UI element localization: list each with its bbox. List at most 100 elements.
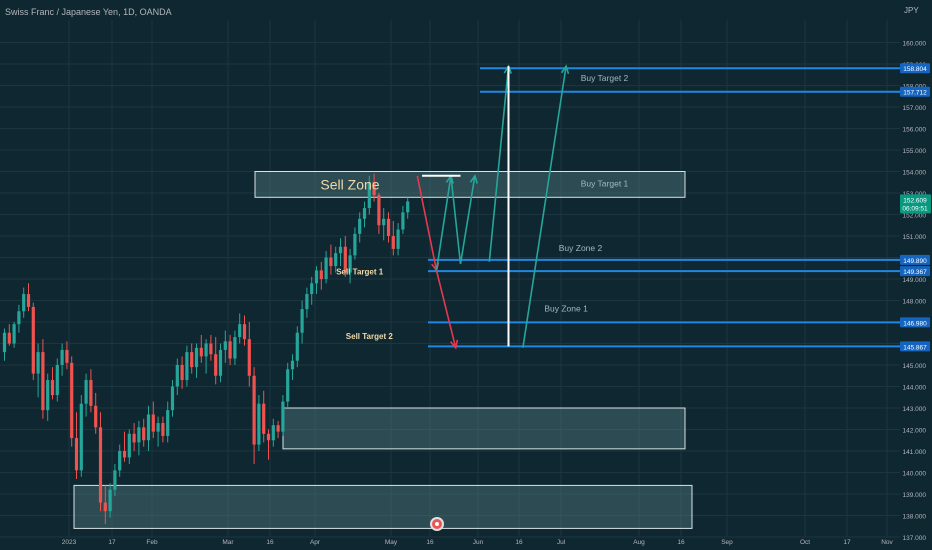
- price-level-badge: [900, 317, 930, 328]
- price-level-badge-label: 145.867: [903, 344, 927, 351]
- candle-body: [319, 270, 323, 279]
- candle-body: [271, 425, 275, 441]
- candle-body: [214, 354, 218, 376]
- candle-body: [396, 229, 400, 249]
- time-axis[interactable]: 2023 17 Feb Mar 16 Apr May 16 Jun 16 Jul Aug 16 Sep Oc…: [62, 539, 894, 546]
- candle-body: [266, 433, 271, 441]
- price-axis[interactable]: 137.000 138.000 139.000 140.000 141.000 142.0…: [900, 41, 931, 543]
- candle-body: [348, 255, 352, 273]
- candle-body: [367, 182, 371, 209]
- candle-body: [300, 309, 304, 333]
- candle-body: [151, 414, 155, 432]
- candle-body: [372, 182, 376, 196]
- time-tick-label: 17: [843, 539, 851, 546]
- price-level-lines[interactable]: [428, 67, 900, 348]
- price-level-badge: [900, 266, 930, 277]
- time-tick-label: Mar: [222, 539, 234, 546]
- time-tick-label: 2023: [62, 539, 77, 546]
- candle-body: [233, 337, 237, 359]
- buy-projection-line: [435, 175, 476, 271]
- time-tick-label: Jul: [557, 539, 566, 546]
- price-level-badge-label: 157.712: [903, 90, 927, 97]
- annotation-label: Buy Zone 2: [559, 243, 603, 253]
- candle-body: [343, 246, 347, 273]
- annotation-label: Buy Target 1: [581, 179, 629, 189]
- price-tick-label: 156.000: [903, 127, 927, 134]
- candle-body: [122, 451, 127, 458]
- candle-body: [113, 470, 117, 490]
- buy-arrowhead: [560, 64, 570, 75]
- candle-body: [204, 343, 208, 357]
- time-tick-label: Aug: [633, 539, 645, 546]
- candle-body: [247, 339, 251, 376]
- candle-body: [185, 352, 189, 381]
- chart-title: Swiss Franc / Japanese Yen, 1D, OANDA: [5, 7, 172, 17]
- candle-body: [36, 352, 40, 374]
- price-tick-label: 140.000: [903, 471, 927, 478]
- projection-arrows: [416, 64, 570, 350]
- price-tick-label: 160.000: [903, 41, 927, 48]
- candle-body: [290, 360, 295, 370]
- candle-body: [156, 423, 160, 432]
- candle-body: [218, 349, 223, 376]
- candle-body: [305, 294, 309, 310]
- candle-body: [329, 257, 333, 267]
- candle-body: [175, 365, 179, 387]
- time-tick-label: 16: [266, 539, 274, 546]
- time-tick-label: 16: [677, 539, 685, 546]
- candle-body: [401, 212, 405, 230]
- annotation-label: Sell Target 2: [346, 332, 394, 341]
- candle-body: [238, 324, 242, 338]
- price-level-badge-label: 149.367: [903, 269, 927, 276]
- candle-body: [84, 380, 88, 404]
- time-tick-label: Apr: [310, 539, 321, 546]
- candle-body: [103, 502, 107, 512]
- time-tick-label: 16: [426, 539, 434, 546]
- buy-projection-line: [522, 66, 567, 348]
- price-tick-label: 149.000: [903, 277, 927, 284]
- sell-zone-label: Sell Zone: [320, 176, 379, 192]
- candle-body: [377, 195, 381, 226]
- candle-body: [199, 347, 203, 357]
- candle-body: [242, 324, 247, 340]
- candle-body: [7, 332, 11, 344]
- annotation-label: Buy Target 2: [581, 73, 629, 83]
- candle-body: [314, 270, 319, 284]
- candle-body: [17, 311, 21, 325]
- price-tick-label: 145.000: [903, 363, 927, 370]
- buy-projection-line: [488, 66, 510, 262]
- candle-body: [46, 380, 50, 411]
- price-tick-label: 143.000: [903, 406, 927, 413]
- candle-body: [60, 349, 64, 365]
- price-tick-label: 142.000: [903, 428, 927, 435]
- candle-body: [26, 294, 31, 307]
- candle-body: [132, 433, 136, 443]
- price-level-badge: [900, 63, 930, 74]
- candle-body: [391, 236, 395, 249]
- candle-body: [166, 410, 170, 436]
- current-price-label: 152.609: [903, 197, 927, 204]
- buy-arrowhead: [469, 173, 478, 184]
- candle-body: [358, 218, 362, 234]
- candle-body: [281, 401, 285, 432]
- candle-body: [142, 427, 146, 441]
- annotation-label: Sell Target 1: [336, 268, 384, 277]
- replay-icon[interactable]: [430, 517, 444, 531]
- candle-body: [382, 218, 386, 226]
- price-level-badge-label: 146.980: [903, 320, 927, 327]
- candle-body: [50, 380, 55, 396]
- time-tick-label: Nov: [881, 539, 893, 546]
- candle-body: [161, 423, 165, 436]
- candle-body: [98, 427, 103, 503]
- price-tick-label: 152.000: [903, 213, 927, 220]
- candle-body: [338, 246, 343, 254]
- time-tick-label: Sep: [721, 539, 733, 546]
- candle-body: [252, 375, 256, 445]
- candle-body: [127, 433, 131, 458]
- candle-body: [55, 365, 59, 396]
- candle-body: [276, 425, 280, 432]
- price-tick-label: 141.000: [903, 449, 927, 456]
- candle-body: [324, 257, 328, 279]
- price-tick-label: 151.000: [903, 234, 927, 241]
